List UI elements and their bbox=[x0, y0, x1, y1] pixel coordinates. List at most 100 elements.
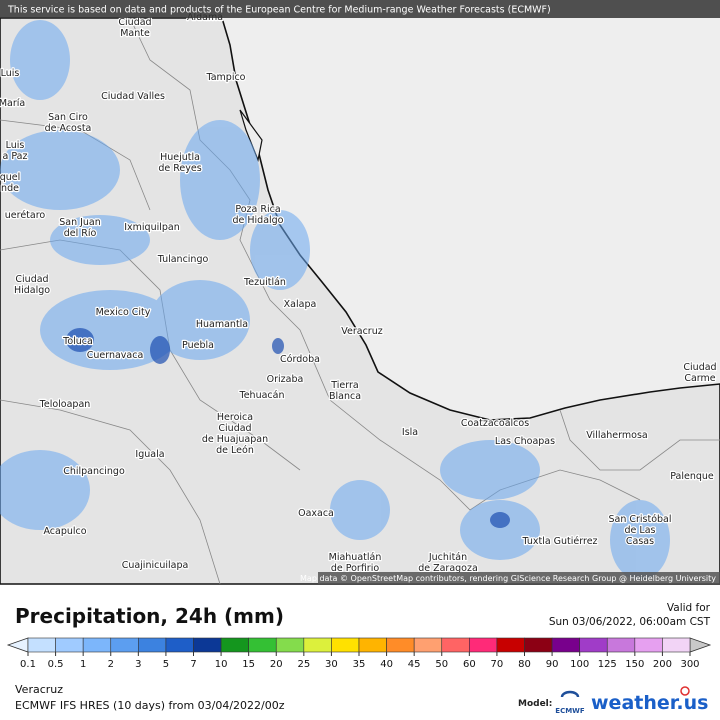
place-label: Tuxtla Gutiérrez bbox=[521, 536, 597, 547]
colorbar-label: 0.1 bbox=[20, 659, 36, 670]
place-label: de Porfirio bbox=[331, 563, 380, 574]
colorbar-label: 20 bbox=[270, 659, 283, 670]
attribution: Map data © OpenStreetMap contributors, r… bbox=[300, 574, 716, 583]
model-run: ECMWF IFS HRES (10 days) from 03/04/2022… bbox=[15, 699, 285, 712]
brand: weather.us bbox=[591, 692, 708, 714]
place-label: Palenque bbox=[670, 471, 714, 482]
place-label: Poza Rica bbox=[235, 204, 280, 215]
colorbar-segment bbox=[496, 637, 525, 653]
place-label: San Ciro bbox=[48, 112, 88, 123]
colorbar-label: 90 bbox=[546, 659, 559, 670]
place-label: Tezuitlán bbox=[243, 277, 286, 288]
place-label: Carme bbox=[684, 373, 715, 384]
colorbar-segment bbox=[55, 637, 84, 653]
place-label: de Acosta bbox=[45, 123, 92, 134]
lagoon bbox=[239, 109, 263, 163]
place-label: Ciudad bbox=[118, 17, 151, 28]
place-label: Huejutla bbox=[160, 152, 200, 163]
colorbar-label: 3 bbox=[135, 659, 141, 670]
colorbar-label: 150 bbox=[625, 659, 644, 670]
colorbar-segment bbox=[331, 637, 360, 653]
place-label: de Reyes bbox=[158, 163, 201, 174]
notice: This service is based on data and produc… bbox=[7, 5, 551, 16]
place-label: Cuernavaca bbox=[87, 350, 144, 361]
colorbar-label: 125 bbox=[598, 659, 617, 670]
place-label: Tulancingo bbox=[157, 254, 209, 265]
colorbar-label: 10 bbox=[215, 659, 228, 670]
place-label: Mexico City bbox=[96, 307, 151, 318]
colorbar-segment bbox=[551, 637, 580, 653]
place-label: de Las bbox=[625, 525, 656, 536]
place-label: San Juan bbox=[59, 217, 101, 228]
colorbar-segment bbox=[662, 637, 691, 653]
place-label: Mante bbox=[120, 28, 150, 39]
place-label: Iguala bbox=[135, 449, 164, 460]
colorbar-label: 15 bbox=[242, 659, 255, 670]
colorbar-label: 0.5 bbox=[48, 659, 64, 670]
notice-bg bbox=[0, 0, 720, 18]
colorbar-segment bbox=[606, 637, 636, 653]
colorbar-segment bbox=[27, 637, 56, 653]
colorbar-arrow bbox=[689, 637, 712, 653]
place-label: Villahermosa bbox=[586, 430, 647, 441]
place-label: Heroica bbox=[217, 412, 253, 423]
colorbar-segment bbox=[193, 637, 222, 653]
colorbar-label: 25 bbox=[297, 659, 310, 670]
colorbar-label: 80 bbox=[518, 659, 531, 670]
place-label: Teloloapan bbox=[39, 399, 91, 410]
place-label: Hidalgo bbox=[14, 285, 50, 296]
colorbar-label: 50 bbox=[435, 659, 448, 670]
valid-label: Valid for bbox=[667, 602, 711, 614]
colorbar: 0.1 0.5 1 2 3 5 7 10 15 20 25 30 35 40 45 50 60 70 80 90 100… bbox=[6, 637, 712, 670]
place-label: San Cristóbal bbox=[608, 514, 671, 525]
place-label: Puebla bbox=[182, 340, 214, 351]
ecmwf-icon bbox=[560, 690, 580, 698]
colorbar-label: 100 bbox=[570, 659, 589, 670]
place-label: Coatzacoalcos bbox=[461, 418, 529, 429]
colorbar-segment bbox=[220, 637, 249, 653]
place-label: Luis bbox=[1, 68, 20, 79]
place-label: Las Choapas bbox=[495, 436, 555, 447]
colorbar-segment bbox=[248, 637, 277, 653]
place-label: María bbox=[0, 98, 25, 109]
attribution-bg bbox=[318, 572, 720, 584]
colorbar-label: 1 bbox=[80, 659, 86, 670]
colorbar-segment bbox=[358, 637, 387, 653]
place-label: Blanca bbox=[329, 391, 361, 402]
place-label: Ciudad bbox=[15, 274, 48, 285]
precipitation-heavy bbox=[66, 328, 510, 528]
place-label: Chilpancingo bbox=[63, 466, 125, 477]
title: Precipitation, 24h (mm) bbox=[15, 604, 284, 628]
place-label: Juchitán bbox=[428, 552, 467, 563]
colorbar-label: 5 bbox=[163, 659, 169, 670]
place-label: Huamantla bbox=[196, 319, 248, 330]
land bbox=[0, 17, 720, 585]
place-label: Ciudad bbox=[218, 423, 251, 434]
place-label: de León bbox=[216, 445, 254, 456]
colorbar-segment bbox=[165, 637, 194, 653]
colorbar-segment bbox=[275, 637, 305, 653]
place-label: de Zaragoza bbox=[418, 563, 478, 574]
colorbar-label: 35 bbox=[353, 659, 366, 670]
place-label: Acapulco bbox=[43, 526, 86, 537]
colorbar-label: 7 bbox=[190, 659, 196, 670]
colorbar-arrow bbox=[6, 637, 29, 653]
place-label: Miahuatlán bbox=[329, 552, 382, 563]
place-label: uerétaro bbox=[5, 210, 46, 221]
model-label: Model: bbox=[518, 699, 552, 709]
place-label: Casas bbox=[626, 536, 654, 547]
place-label: Oaxaca bbox=[298, 508, 334, 519]
place-label: nde bbox=[1, 183, 19, 194]
place-label: Cuajinicuilapa bbox=[122, 560, 189, 571]
colorbar-label: 40 bbox=[380, 659, 393, 670]
place-label: de Huajuapan bbox=[202, 434, 268, 445]
place-label: Ixmiquilpan bbox=[124, 222, 180, 233]
place-label: del Río bbox=[64, 228, 97, 239]
colorbar-segment bbox=[82, 637, 112, 653]
place-label: a Paz bbox=[3, 151, 28, 162]
colorbar-segment bbox=[441, 637, 470, 653]
place-label: Xalapa bbox=[284, 299, 317, 310]
place-label: de Hidalgo bbox=[232, 215, 283, 226]
colorbar-segment bbox=[469, 637, 498, 653]
